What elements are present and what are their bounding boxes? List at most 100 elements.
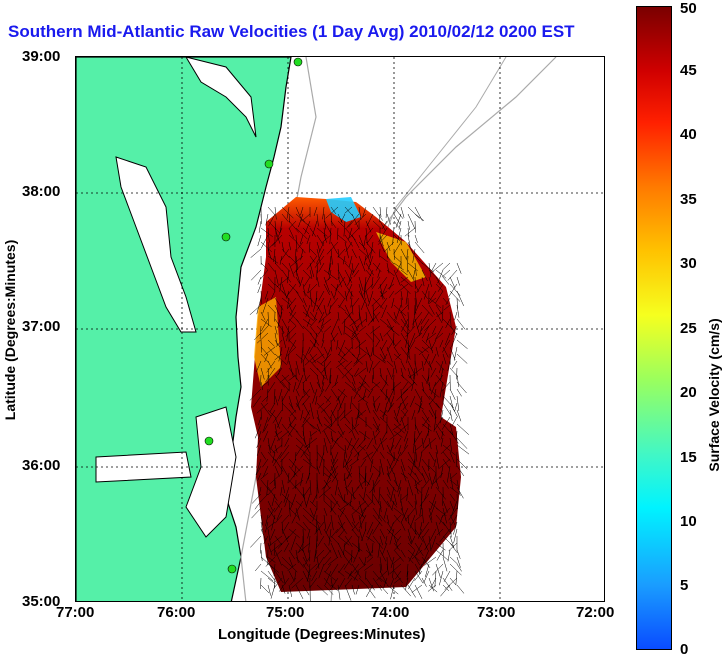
velocity-vector <box>270 528 276 541</box>
velocity-vector <box>435 521 441 536</box>
velocity-vector <box>295 318 304 330</box>
velocity-vector <box>406 563 409 578</box>
velocity-vector <box>260 514 264 526</box>
velocity-vectors <box>249 206 470 601</box>
velocity-vector <box>295 430 303 439</box>
velocity-vector <box>365 290 370 303</box>
velocity-vector <box>381 304 388 319</box>
velocity-vector <box>286 346 297 357</box>
velocity-vector <box>352 297 360 307</box>
velocity-vector <box>337 570 345 577</box>
velocity-vector <box>405 332 409 348</box>
velocity-vector <box>400 367 404 379</box>
velocity-vector <box>442 444 456 456</box>
velocity-vector <box>356 437 367 449</box>
velocity-vector <box>372 486 374 502</box>
velocity-vector <box>379 248 381 258</box>
velocity-vector <box>359 507 367 520</box>
velocity-vector <box>290 493 297 510</box>
velocity-vector <box>295 213 305 222</box>
velocity-vector <box>372 297 384 310</box>
velocity-vector <box>442 451 451 462</box>
velocity-vector <box>351 325 359 340</box>
velocity-vector <box>337 304 346 312</box>
velocity-vector <box>302 381 305 395</box>
velocity-vector <box>318 241 325 254</box>
velocity-vector <box>267 570 277 583</box>
velocity-vector <box>430 500 437 516</box>
velocity-vector <box>400 311 409 327</box>
velocity-vector <box>274 500 281 508</box>
velocity-vector <box>364 276 367 293</box>
velocity-vector <box>309 430 312 440</box>
velocity-vector <box>267 255 279 264</box>
velocity-vector <box>268 241 276 249</box>
velocity-vector <box>295 542 305 553</box>
velocity-vector <box>260 262 268 270</box>
velocity-vector <box>386 584 399 595</box>
velocity-vector <box>251 493 262 504</box>
velocity-vector <box>428 276 432 287</box>
velocity-vector <box>456 465 465 477</box>
velocity-vector <box>316 213 319 227</box>
velocity-vector <box>341 311 353 324</box>
velocity-vector <box>386 318 395 333</box>
velocity-vector <box>330 388 340 402</box>
velocity-vector <box>358 514 362 529</box>
velocity-vector <box>422 528 430 538</box>
velocity-vector <box>427 290 437 304</box>
velocity-vector <box>290 255 304 267</box>
velocity-vector <box>433 472 444 485</box>
velocity-vector <box>421 416 431 428</box>
velocity-vector <box>348 269 353 282</box>
velocity-vector <box>295 360 300 375</box>
velocity-vector <box>406 255 409 273</box>
velocity-vector <box>379 514 386 523</box>
velocity-vector <box>277 535 290 549</box>
velocity-vector <box>281 297 291 306</box>
velocity-vector <box>352 360 360 367</box>
velocity-vector <box>414 493 417 505</box>
velocity-vector <box>357 500 367 508</box>
velocity-vector <box>283 542 290 552</box>
velocity-vector <box>386 479 397 492</box>
velocity-vector <box>276 507 283 521</box>
velocity-vector <box>261 318 269 332</box>
velocity-vector <box>343 493 346 503</box>
velocity-vector <box>316 262 318 274</box>
velocity-vector <box>250 248 262 258</box>
velocity-vector <box>456 584 465 594</box>
velocity-vector <box>351 262 354 273</box>
velocity-vector <box>435 311 443 324</box>
velocity-vector <box>309 367 319 377</box>
velocity-vector <box>328 269 332 281</box>
velocity-vector <box>329 227 332 245</box>
velocity-vector <box>355 339 367 349</box>
velocity-vector <box>295 437 307 448</box>
x-tick-label: 75:00 <box>266 604 305 621</box>
velocity-vector <box>407 465 416 476</box>
velocity-vector <box>309 563 318 572</box>
velocity-vector <box>435 542 446 551</box>
velocity-vector <box>428 451 435 462</box>
velocity-map <box>75 56 605 602</box>
velocity-vector <box>337 220 344 227</box>
velocity-vector <box>414 346 423 354</box>
velocity-vector <box>358 283 364 298</box>
velocity-vector <box>442 381 451 392</box>
velocity-vector <box>393 304 406 316</box>
velocity-vector <box>299 234 304 245</box>
velocity-vector <box>372 395 376 408</box>
velocity-vector <box>448 507 458 521</box>
velocity-vector <box>389 528 395 545</box>
velocity-vector <box>337 353 348 362</box>
velocity-vector <box>309 332 320 346</box>
velocity-vector <box>358 493 370 507</box>
velocity-vector <box>302 290 311 300</box>
velocity-vector <box>292 479 304 490</box>
velocity-vector <box>372 465 382 474</box>
velocity-vector <box>407 514 409 524</box>
velocity-vector <box>421 423 432 432</box>
velocity-vector <box>330 563 339 577</box>
velocity-vector <box>280 486 283 496</box>
